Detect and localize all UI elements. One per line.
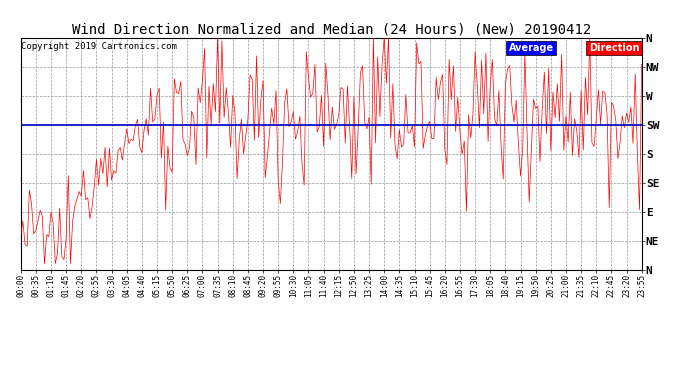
- Text: Copyright 2019 Cartronics.com: Copyright 2019 Cartronics.com: [21, 42, 177, 51]
- Text: Average: Average: [509, 43, 554, 53]
- Text: Direction: Direction: [589, 43, 640, 53]
- Title: Wind Direction Normalized and Median (24 Hours) (New) 20190412: Wind Direction Normalized and Median (24…: [72, 22, 591, 36]
